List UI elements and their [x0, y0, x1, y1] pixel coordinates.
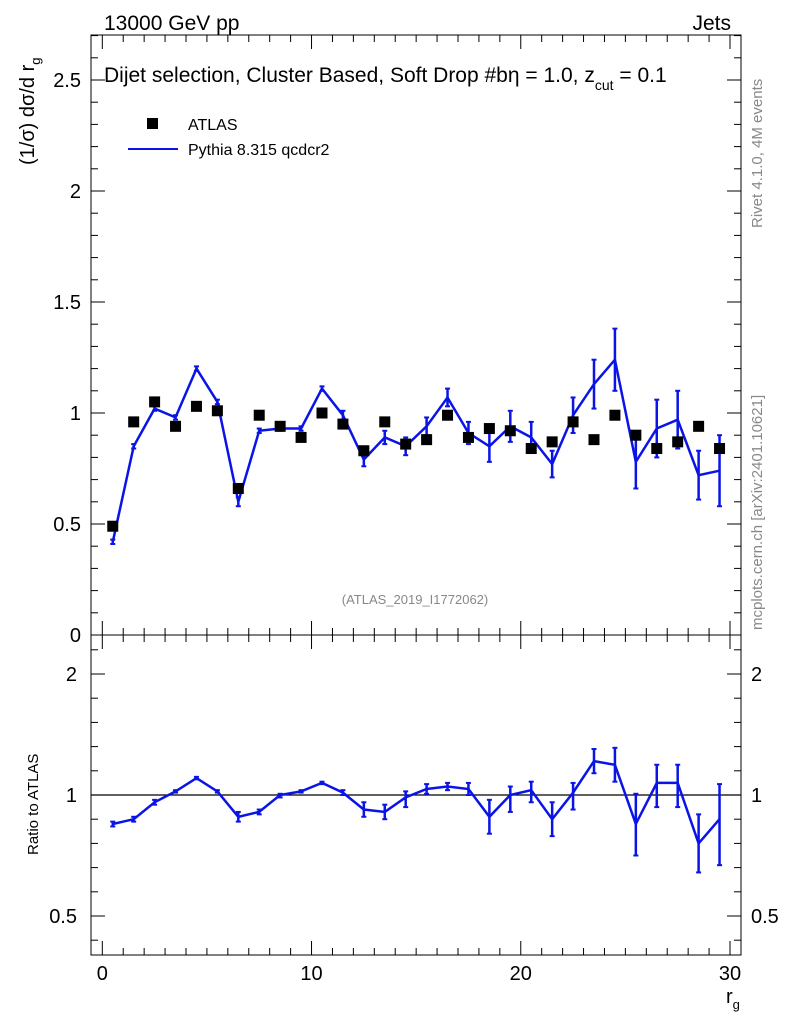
ratio-y-tick-label-right: 0.5 — [751, 906, 779, 928]
main-y-tick-label: 1.5 — [53, 292, 81, 314]
plot-title-eta: η = 1.0, z — [508, 64, 595, 87]
main-axis-ticks: 0 0.5 1 1.5 2 2.5 — [53, 35, 741, 647]
x-axis-label: rg — [726, 986, 740, 1012]
legend-mc-label: Pythia 8.315 qcdcr2 — [188, 142, 330, 159]
rivet-version-label: Rivet 4.1.0, 4M events — [749, 79, 766, 228]
ratio-y-axis-label: Ratio to ATLAS — [25, 754, 42, 855]
ratio-y-tick-label-right: 1 — [751, 785, 762, 807]
energy-label: 13000 GeV pp — [104, 12, 239, 35]
atlas-data-point — [442, 409, 454, 421]
atlas-data-point — [400, 438, 412, 450]
atlas-data-point — [693, 420, 705, 432]
atlas-data-point — [483, 423, 495, 435]
atlas-data-point — [358, 445, 370, 457]
main-y-tick-label: 2.5 — [53, 70, 81, 92]
atlas-data-point — [609, 409, 621, 421]
category-label: Jets — [692, 12, 731, 35]
atlas-data-point — [588, 434, 600, 446]
atlas-data-point — [672, 436, 684, 448]
atlas-data-point — [714, 443, 726, 455]
atlas-data-point — [630, 429, 642, 441]
atlas-data-point — [295, 431, 307, 443]
atlas-data-point — [567, 416, 579, 428]
legend: ATLAS Pythia 8.315 qcdcr2 — [128, 117, 330, 159]
atlas-data-point — [379, 416, 391, 428]
ratio-line — [112, 759, 721, 846]
legend-data-label: ATLAS — [188, 117, 238, 134]
ratio-y-tick-label: 1 — [66, 785, 77, 807]
atlas-data-point — [546, 436, 558, 448]
atlas-data-point — [337, 418, 349, 430]
x-axis-label-text: r — [726, 986, 733, 1008]
legend-data-marker — [147, 118, 158, 129]
atlas-data-point — [525, 443, 537, 455]
atlas-data-point — [651, 443, 663, 455]
atlas-data-point — [316, 407, 328, 419]
x-axis-label-sub: g — [733, 997, 740, 1012]
main-y-tick-label: 0.5 — [53, 514, 81, 536]
mc-series-main — [110, 327, 723, 545]
atlas-data-point — [211, 405, 223, 417]
main-y-axis-label-sub: g — [28, 58, 43, 65]
plot-title-tail: = 0.1 — [614, 64, 667, 87]
atlas-data-point — [190, 400, 202, 412]
atlas-series-main — [107, 396, 726, 532]
plot-title-main: Dijet selection, Cluster Based, Soft Dro… — [104, 64, 508, 87]
analysis-watermark: (ATLAS_2019_I1772062) — [342, 592, 488, 607]
atlas-data-point — [462, 431, 474, 443]
main-y-axis-label: (1/σ) dσ/d rg — [17, 58, 43, 166]
atlas-data-point — [504, 425, 516, 437]
x-tick-label: 30 — [719, 963, 741, 985]
mc-line — [111, 356, 720, 543]
ratio-y-tick-label: 0.5 — [49, 906, 77, 928]
atlas-data-point — [170, 420, 182, 432]
x-tick-label: 0 — [97, 963, 108, 985]
atlas-data-point — [107, 520, 119, 532]
mc-ratio-series — [91, 746, 741, 874]
atlas-data-point — [232, 482, 244, 494]
atlas-data-point — [128, 416, 140, 428]
atlas-data-point — [149, 396, 161, 408]
x-tick-label: 20 — [510, 963, 532, 985]
main-y-tick-label: 2 — [70, 181, 81, 203]
atlas-data-point — [253, 409, 265, 421]
main-y-axis-label-text: (1/σ) dσ/d r — [17, 64, 39, 165]
plot-title: Dijet selection, Cluster Based, Soft Dro… — [104, 64, 667, 93]
x-tick-label: 10 — [300, 963, 322, 985]
mcplots-label: mcplots.cern.ch [arXiv:2401.10621] — [749, 395, 766, 630]
ratio-axis-ticks: 0.5 0.51 12 20 10 20 30 — [49, 635, 779, 985]
atlas-data-point — [274, 420, 286, 432]
main-y-tick-label: 0 — [70, 625, 81, 647]
atlas-data-point — [421, 434, 433, 446]
plot-title-sub: cut — [595, 77, 614, 93]
main-y-tick-label: 1 — [70, 403, 81, 425]
ratio-y-tick-label-right: 2 — [751, 664, 762, 686]
ratio-y-tick-label: 2 — [66, 664, 77, 686]
